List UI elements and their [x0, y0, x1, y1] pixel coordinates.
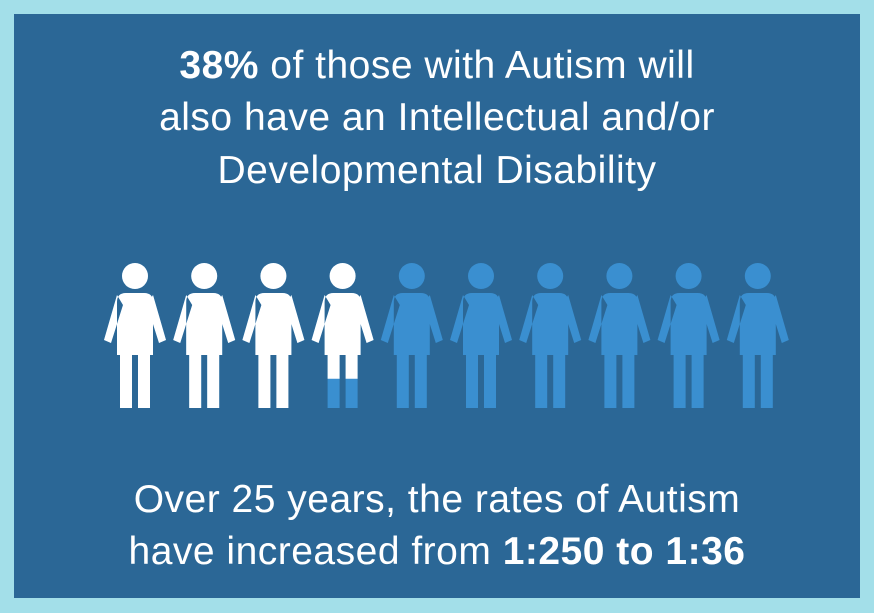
person-icon [519, 263, 582, 408]
person-icon [173, 263, 236, 408]
footer-highlight: 1:250 to 1:36 [503, 530, 746, 573]
footer-text: have increased from [129, 530, 492, 573]
person-icon [450, 263, 512, 408]
person-icon [726, 263, 789, 408]
person-icon [242, 263, 305, 408]
headline-line: Developmental Disability [217, 149, 656, 192]
headline-text: of those with Autism will [270, 44, 694, 87]
footer-line: Over 25 years, the rates of Autism [134, 478, 741, 521]
footer-line: have increased from 1:250 to 1:36 [129, 530, 746, 573]
pictogram [104, 263, 789, 408]
headline-line: 38% of those with Autism will [179, 44, 694, 87]
person-icon [380, 263, 443, 408]
person-icon [311, 263, 374, 408]
person-icon [588, 263, 651, 408]
headline-highlight: 38% [179, 44, 259, 87]
person-icon [657, 263, 720, 408]
person-icon [104, 263, 166, 408]
headline-line: also have an Intellectual and/or [159, 96, 715, 139]
